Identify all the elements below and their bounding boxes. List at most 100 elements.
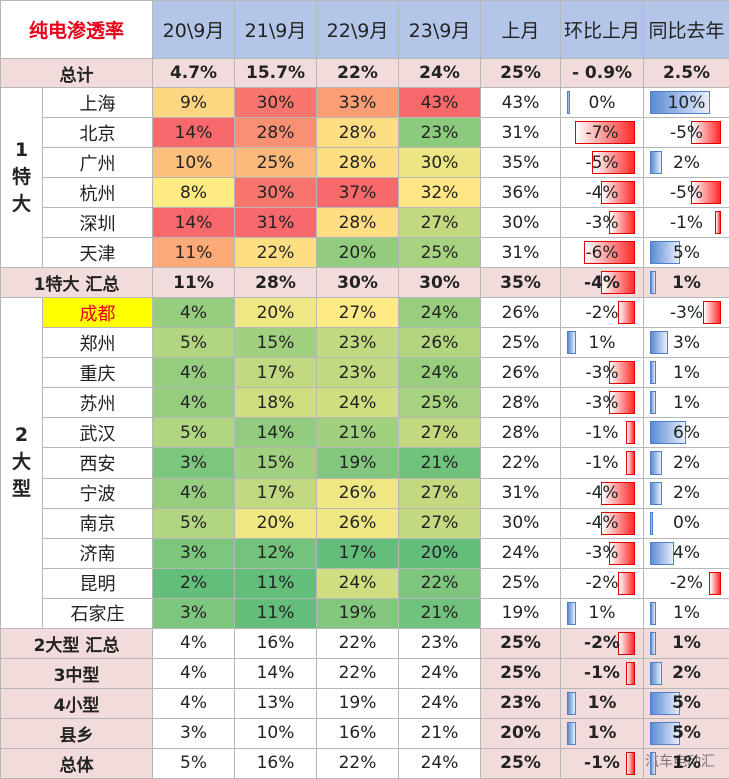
column-header: 同比去年: [643, 0, 729, 60]
value-cell: 11%: [234, 597, 318, 629]
summary-value: 22%: [316, 657, 400, 689]
yoy-cell-bar: [650, 241, 681, 265]
value-cell: 25%: [398, 237, 482, 269]
summary-label: 4小型: [0, 687, 154, 719]
summary-value: 20%: [480, 717, 562, 749]
yoy-cell: 1%: [643, 267, 729, 299]
yoy-cell: 1%: [643, 357, 729, 389]
yoy-cell: 5%: [643, 237, 729, 269]
summary-value: 16%: [234, 627, 318, 659]
yoy-cell: 2%: [643, 657, 729, 689]
mom-cell-label: -1%: [584, 663, 620, 684]
mom-cell: -2%: [560, 627, 645, 659]
mom-cell: -3%: [560, 357, 645, 389]
city-name: 西安: [41, 447, 154, 479]
summary-value: 16%: [316, 717, 400, 749]
summary-value: 25%: [480, 747, 562, 779]
mom-cell-label: -4%: [585, 182, 619, 203]
yoy-cell-label: 2%: [673, 152, 700, 173]
yoy-cell: -5%: [643, 117, 729, 149]
value-cell: 20%: [316, 237, 400, 269]
value-cell: 15%: [234, 447, 318, 479]
mom-cell: -2%: [560, 297, 645, 329]
table-title: 纯电渗透率: [0, 0, 154, 60]
summary-value: 24%: [398, 747, 482, 779]
summary-value: 19%: [316, 687, 400, 719]
city-name: 北京: [41, 117, 154, 149]
mom-cell-label: -3%: [585, 212, 619, 233]
last-month-cell: 25%: [480, 567, 562, 599]
summary-value: 22%: [316, 747, 400, 779]
yoy-cell: 5%: [643, 717, 729, 749]
yoy-cell: 1%: [643, 387, 729, 419]
summary-label: 县乡: [0, 717, 154, 749]
yoy-cell-label: 0%: [673, 513, 700, 534]
mom-cell-label: -4%: [585, 483, 619, 504]
value-cell: 14%: [152, 117, 236, 149]
mom-cell: -1%: [560, 447, 645, 479]
last-month-cell: 35%: [480, 147, 562, 179]
yoy-cell-bar: [650, 91, 711, 115]
yoy-cell-label: 2%: [673, 483, 700, 504]
summary-label: 总体: [0, 747, 154, 779]
value-cell: 27%: [316, 297, 400, 329]
city-name: 成都: [41, 297, 154, 329]
yoy-cell: -2%: [643, 567, 729, 599]
mom-cell-bar: [601, 481, 636, 505]
mom-cell-label: -6%: [585, 242, 619, 263]
summary-value: 16%: [234, 747, 318, 779]
value-cell: 2%: [152, 567, 236, 599]
yoy-cell: -3%: [643, 297, 729, 329]
mom-cell: -6%: [560, 237, 645, 269]
mom-cell-label: -2%: [585, 302, 619, 323]
value-cell: 15%: [234, 327, 318, 359]
mom-cell-bar: [592, 151, 636, 175]
mom-cell: 0%: [560, 87, 645, 119]
last-month-cell: 28%: [480, 417, 562, 449]
yoy-cell-label: -5%: [669, 182, 704, 203]
yoy-cell-bar: [650, 751, 657, 775]
yoy-cell-bar: [650, 151, 663, 175]
value-cell: 3%: [152, 537, 236, 569]
mom-cell-label: 1%: [588, 332, 616, 353]
yoy-cell-label: 1%: [673, 392, 700, 413]
yoy-cell-label: 1%: [672, 272, 701, 293]
mom-cell-bar: [567, 721, 577, 745]
summary-value: 13%: [234, 687, 318, 719]
value-cell: 30%: [234, 177, 318, 209]
last-month-cell: 43%: [480, 87, 562, 119]
summary-value: 14%: [234, 657, 318, 689]
city-name: 天津: [41, 237, 154, 269]
yoy-cell-bar: [691, 181, 722, 205]
yoy-cell-bar: [650, 421, 687, 445]
mom-cell-bar: [609, 361, 636, 385]
last-month-cell: 26%: [480, 297, 562, 329]
mom-cell: -3%: [560, 537, 645, 569]
city-name: 南京: [41, 507, 154, 539]
value-cell: 11%: [234, 567, 318, 599]
column-header: 上月: [480, 0, 562, 60]
value-cell: 17%: [234, 477, 318, 509]
city-name: 上海: [41, 87, 154, 119]
city-name: 郑州: [41, 327, 154, 359]
mom-cell-bar: [575, 121, 636, 145]
column-header: 环比上月: [560, 0, 645, 60]
summary-value: 4.7%: [152, 58, 236, 89]
value-cell: 26%: [316, 507, 400, 539]
value-cell: 33%: [316, 87, 400, 119]
mom-cell-label: -1%: [585, 452, 619, 473]
mom-cell-bar: [567, 91, 571, 115]
value-cell: 30%: [234, 87, 318, 119]
yoy-cell-label: 6%: [673, 422, 700, 443]
mom-cell-bar: [601, 181, 636, 205]
yoy-cell-label: -2%: [669, 573, 704, 594]
mom-cell-label: -4%: [585, 513, 619, 534]
mom-cell: -4%: [560, 267, 645, 299]
last-month-cell: 24%: [480, 537, 562, 569]
summary-value: 22%: [316, 627, 400, 659]
yoy-cell: 4%: [643, 537, 729, 569]
yoy-cell-label: 2%: [673, 452, 700, 473]
value-cell: 4%: [152, 387, 236, 419]
value-cell: 28%: [316, 117, 400, 149]
mom-cell-bar: [626, 751, 636, 775]
